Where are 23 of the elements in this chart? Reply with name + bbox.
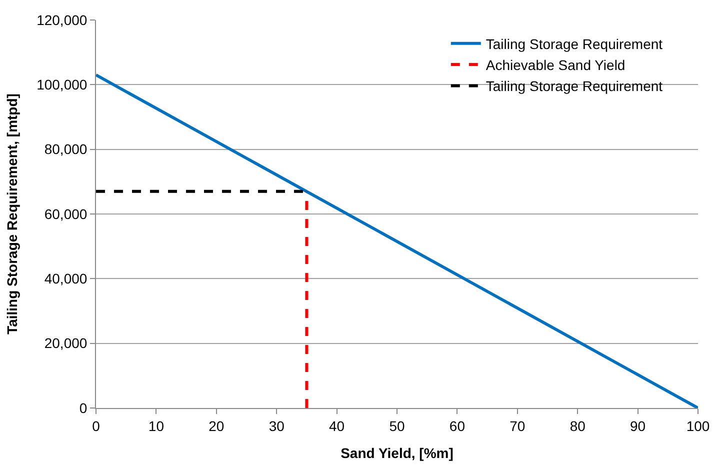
x-tick-label: 0 — [92, 418, 100, 434]
y-tick-label: 120,000 — [36, 12, 88, 28]
x-axis-title: Sand Yield, [%m] — [340, 445, 454, 462]
y-tick-label: 100,000 — [36, 76, 88, 93]
x-tick-label: 70 — [510, 418, 526, 434]
x-tick-label: 20 — [208, 418, 224, 434]
y-tick-label: 40,000 — [44, 270, 88, 287]
x-tick-label: 90 — [630, 418, 646, 434]
legend-label: Tailing Storage Requirement — [486, 78, 663, 94]
legend-label: Achievable Sand Yield — [486, 57, 626, 74]
x-tick-label: 100 — [686, 418, 710, 434]
x-tick-label: 40 — [329, 418, 345, 434]
legend-label: Tailing Storage Requirement — [486, 36, 663, 52]
x-tick-label: 80 — [570, 418, 586, 434]
x-tick-label: 50 — [389, 418, 405, 434]
y-tick-label: 80,000 — [44, 141, 88, 158]
y-tick-label: 20,000 — [44, 335, 88, 352]
x-tick-label: 60 — [449, 418, 466, 434]
x-tick-label: 10 — [148, 418, 164, 434]
x-tick-label: 30 — [268, 418, 285, 434]
y-axis-title: Tailing Storage Requirement, [mtpd] — [4, 94, 20, 334]
y-tick-label: 0 — [79, 400, 88, 416]
y-tick-label: 60,000 — [44, 206, 88, 222]
